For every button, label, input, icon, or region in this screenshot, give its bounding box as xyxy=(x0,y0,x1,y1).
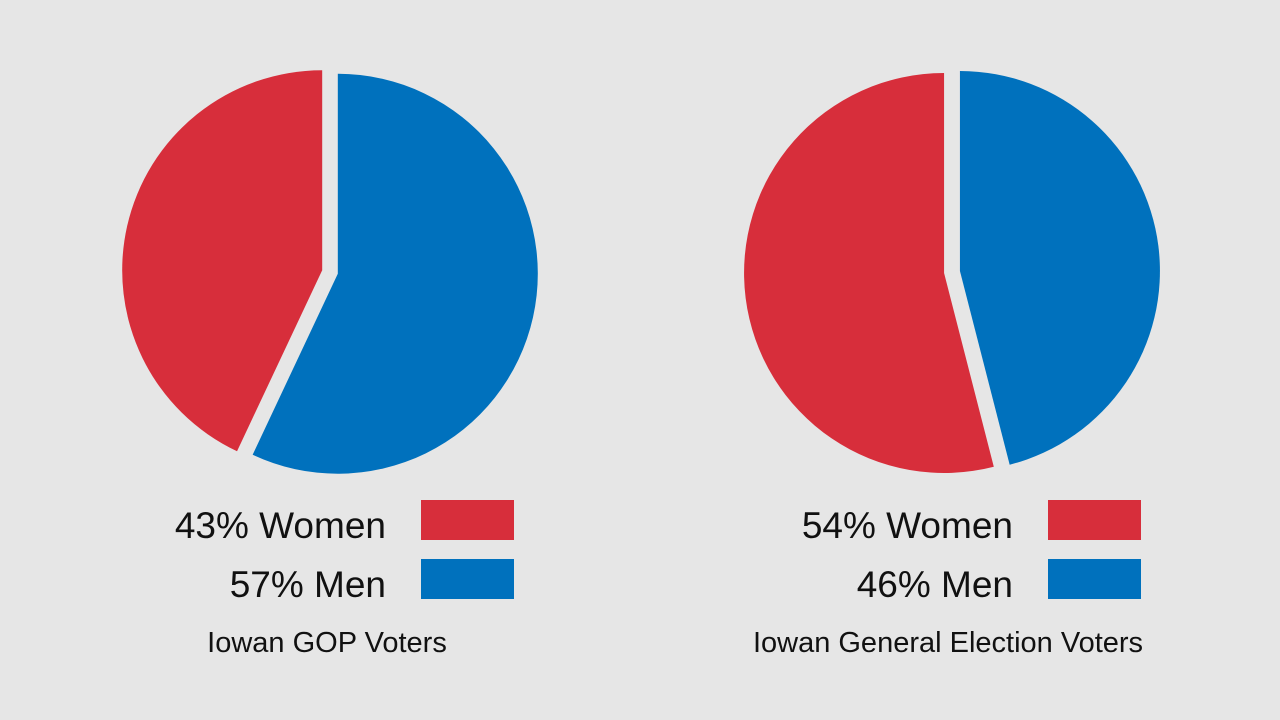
legend-swatch-women-gop xyxy=(421,500,514,540)
pie-slice-men-gop xyxy=(252,73,538,474)
pie-1-slices xyxy=(744,70,1160,474)
legend-swatch-women-general xyxy=(1048,500,1141,540)
chart-title-gop: Iowan GOP Voters xyxy=(207,627,447,659)
legend-swatch-men-gop xyxy=(421,559,514,599)
pie-0-slices xyxy=(122,70,538,474)
legend-label-women-gop: 43% Women xyxy=(175,505,386,546)
pie-chart-gop: 43% Women 57% Men Iowan GOP Voters xyxy=(122,70,538,659)
pie-slice-women-gop xyxy=(122,70,323,452)
legend-label-men-gop: 57% Men xyxy=(230,564,386,605)
chart-title-general: Iowan General Election Voters xyxy=(753,627,1143,659)
legend-label-women-general: 54% Women xyxy=(802,505,1013,546)
pie-slice-women-general xyxy=(744,73,994,474)
pie-chart-general: 54% Women 46% Men Iowan General Election… xyxy=(744,70,1160,659)
legend-label-men-general: 46% Men xyxy=(857,564,1013,605)
legend-swatch-men-general xyxy=(1048,559,1141,599)
pie-slice-men-general xyxy=(959,70,1160,465)
